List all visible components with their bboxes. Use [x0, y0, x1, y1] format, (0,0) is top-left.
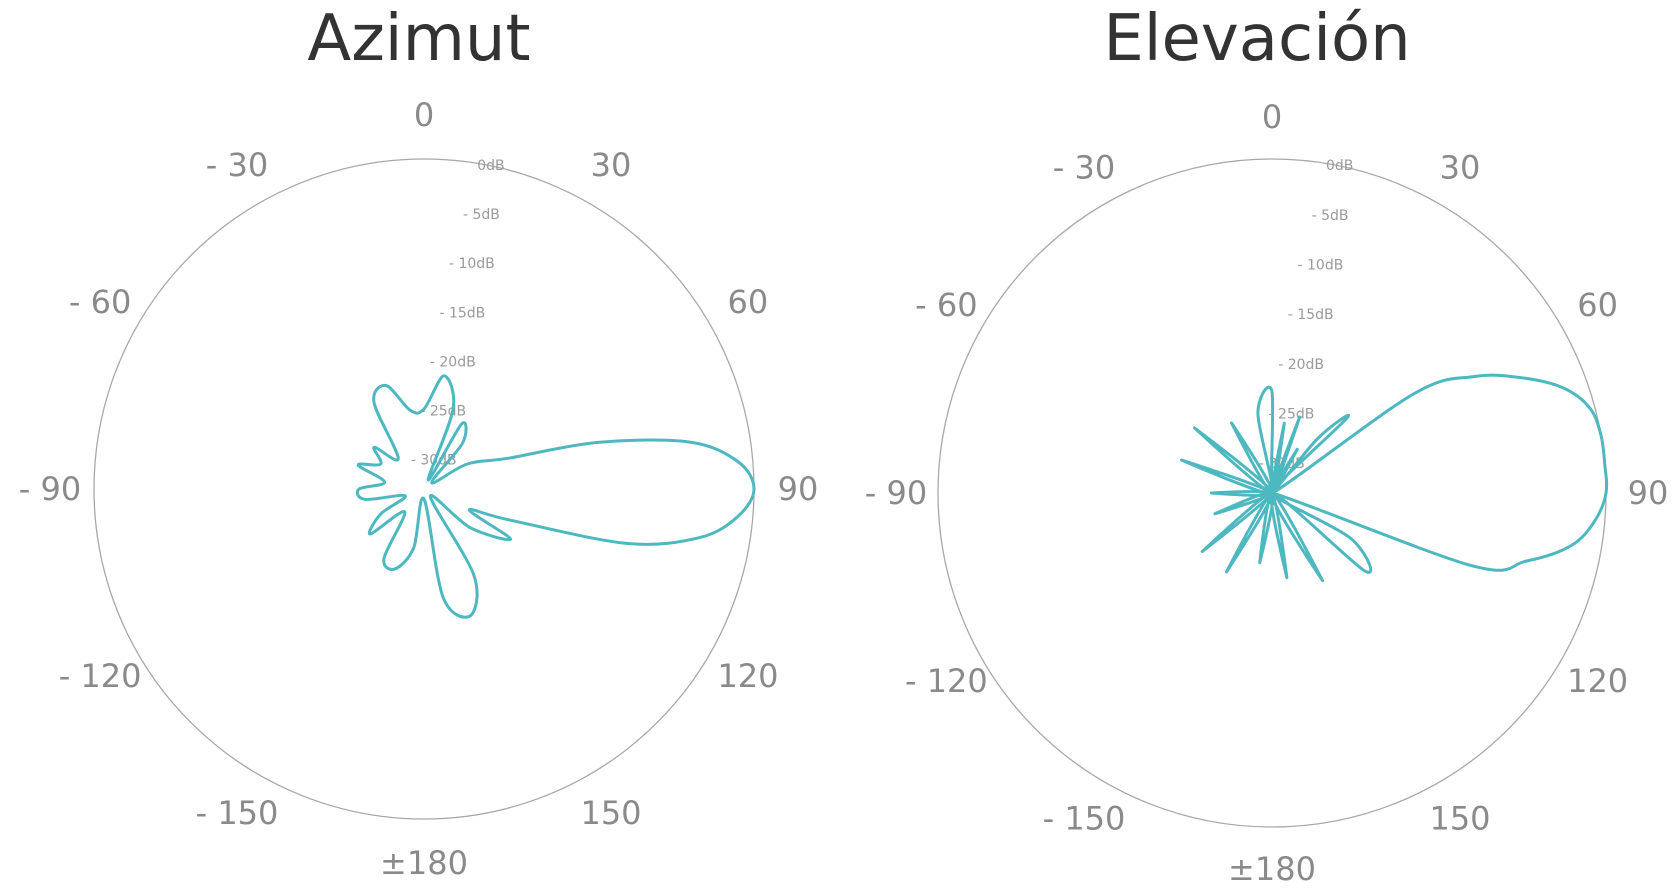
radial-tick-label: 0dB [1326, 158, 1353, 174]
angle-tick-label: 60 [1577, 286, 1618, 324]
elevacion-polar-chart: 0 30 60 90 120 150 ±180 - 150 - 120 - 90 - 60 - 30 0… [865, 98, 1669, 888]
azimut-panel: Azimut 0 30 60 90 120 150 ±180 - 150 - 120 - 90 - … [19, 2, 819, 882]
angle-tick-label: 150 [580, 794, 641, 832]
radial-tick-label: - 20dB [430, 354, 476, 370]
chart-title: Azimut [307, 2, 531, 76]
angle-tick-label: - 30 [1053, 148, 1115, 186]
radial-tick-label: - 10dB [449, 256, 495, 272]
angle-tick-label: ±180 [380, 844, 468, 882]
angle-tick-label: - 60 [915, 286, 977, 324]
angle-tick-label: 30 [591, 146, 632, 184]
radiation-pattern-line [355, 374, 756, 619]
radial-tick-label: 0dB [477, 158, 504, 174]
outer-ring [93, 158, 755, 820]
radial-tick-label: - 20dB [1278, 357, 1324, 373]
angle-tick-label: 90 [778, 470, 819, 508]
radial-tick-label: - 5dB [463, 207, 500, 223]
angle-tick-label: - 90 [19, 470, 81, 508]
angle-tick-label: 30 [1440, 148, 1481, 186]
angle-tick-label: 90 [1628, 474, 1669, 512]
angle-tick-label: ±180 [1228, 850, 1316, 888]
angle-tick-label: - 30 [206, 146, 268, 184]
angle-tick-label: - 90 [865, 474, 927, 512]
angle-tick-label: 0 [414, 96, 434, 134]
radial-tick-label: - 25dB [1269, 407, 1315, 423]
elevacion-panel: Elevación 0 30 60 90 120 150 ±180 - 150 - 120 - 9… [838, 0, 1676, 894]
angle-tick-label: - 150 [1043, 800, 1126, 838]
angle-tick-label: - 120 [59, 657, 142, 695]
radial-tick-label: - 15dB [439, 305, 485, 321]
radiation-pattern-line [1180, 373, 1609, 583]
radial-tick-label: - 5dB [1312, 208, 1349, 224]
angle-tick-label: 0 [1262, 98, 1282, 136]
chart-title: Elevación [1103, 2, 1411, 76]
angle-tick-label: - 120 [905, 662, 988, 700]
angle-tick-label: 120 [717, 657, 778, 695]
angle-tick-label: 150 [1429, 800, 1490, 838]
radial-tick-label: - 15dB [1288, 307, 1334, 323]
angle-tick-label: - 60 [69, 283, 131, 321]
angle-tick-label: 120 [1567, 662, 1628, 700]
angle-tick-label: 60 [728, 283, 769, 321]
radial-tick-label: - 10dB [1298, 257, 1344, 273]
angle-tick-label: - 150 [196, 794, 279, 832]
azimut-polar-chart: 0 30 60 90 120 150 ±180 - 150 - 120 - 90 - 60 - 30 0… [19, 96, 819, 882]
